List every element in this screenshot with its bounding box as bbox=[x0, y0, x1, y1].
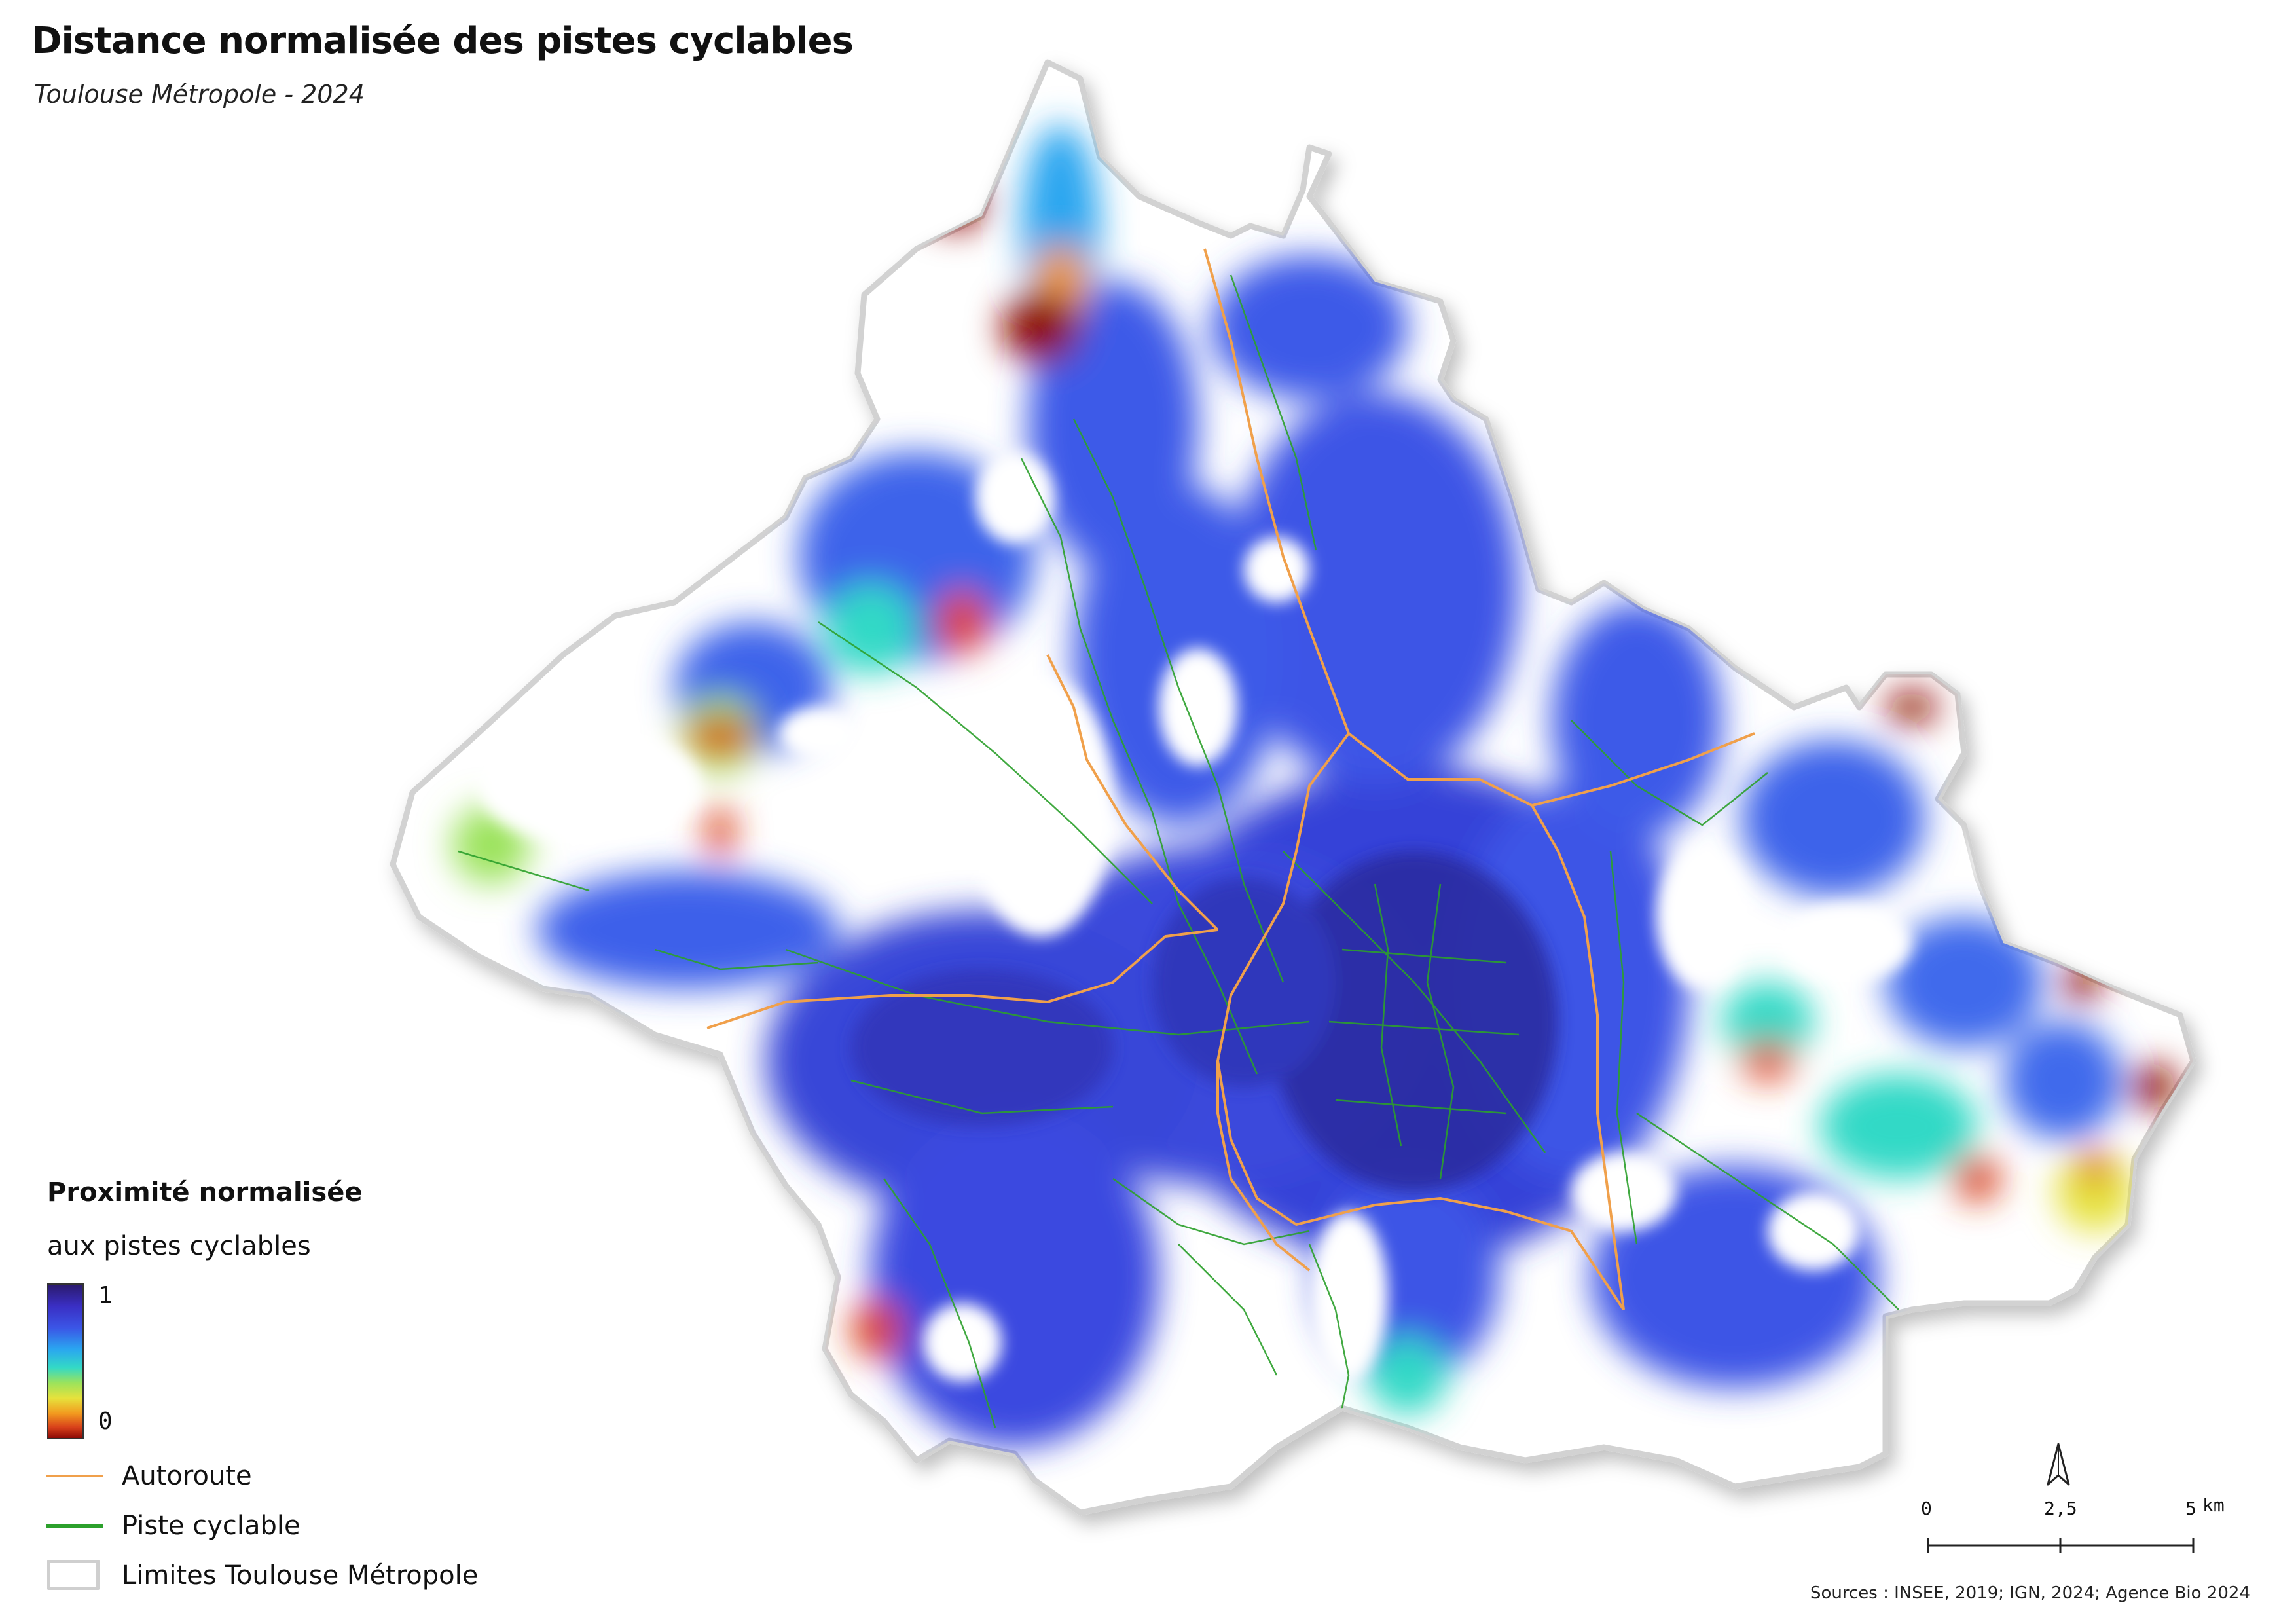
scale-label-0: 0 bbox=[1921, 1498, 1932, 1519]
map-title: Distance normalisée des pistes cyclables bbox=[31, 20, 854, 62]
dense-core bbox=[851, 851, 1558, 1192]
legend-item-motorway: Autoroute bbox=[46, 1458, 252, 1494]
boundary-box-symbol bbox=[46, 1557, 103, 1594]
legend-ramp-max: 1 bbox=[98, 1282, 113, 1309]
sources-credit: Sources : INSEE, 2019; IGN, 2024; Agence… bbox=[1810, 1583, 2250, 1603]
empty-areas bbox=[478, 452, 2088, 1382]
legend-item-bike-path: Piste cyclable bbox=[46, 1507, 301, 1544]
motorways bbox=[706, 248, 1755, 1311]
scale-label-mid: 2,5 bbox=[2044, 1498, 2077, 1519]
north-arrow-icon bbox=[2047, 1443, 2070, 1486]
scale-unit: km bbox=[2202, 1494, 2225, 1516]
legend-item-label: Piste cyclable bbox=[122, 1511, 301, 1541]
legend-color-ramp bbox=[47, 1283, 84, 1439]
bike-path-line-symbol bbox=[46, 1507, 103, 1544]
scale-label-max: 5 bbox=[2185, 1498, 2196, 1519]
motorway-line-symbol bbox=[46, 1458, 103, 1494]
bike-paths bbox=[458, 274, 1899, 1441]
map-subtitle: Toulouse Métropole - 2024 bbox=[34, 80, 365, 109]
legend-item-boundary: Limites Toulouse Métropole bbox=[46, 1557, 478, 1594]
scale-bar bbox=[1927, 1538, 2195, 1553]
legend-title: Proximité normalisée bbox=[47, 1177, 363, 1208]
legend-item-label: Limites Toulouse Métropole bbox=[122, 1560, 479, 1591]
legend-subtitle: aux pistes cyclables bbox=[47, 1231, 311, 1261]
north-label: N bbox=[2046, 1426, 2047, 1427]
legend-item-label: Autoroute bbox=[122, 1461, 252, 1491]
legend-ramp-min: 0 bbox=[98, 1408, 113, 1435]
